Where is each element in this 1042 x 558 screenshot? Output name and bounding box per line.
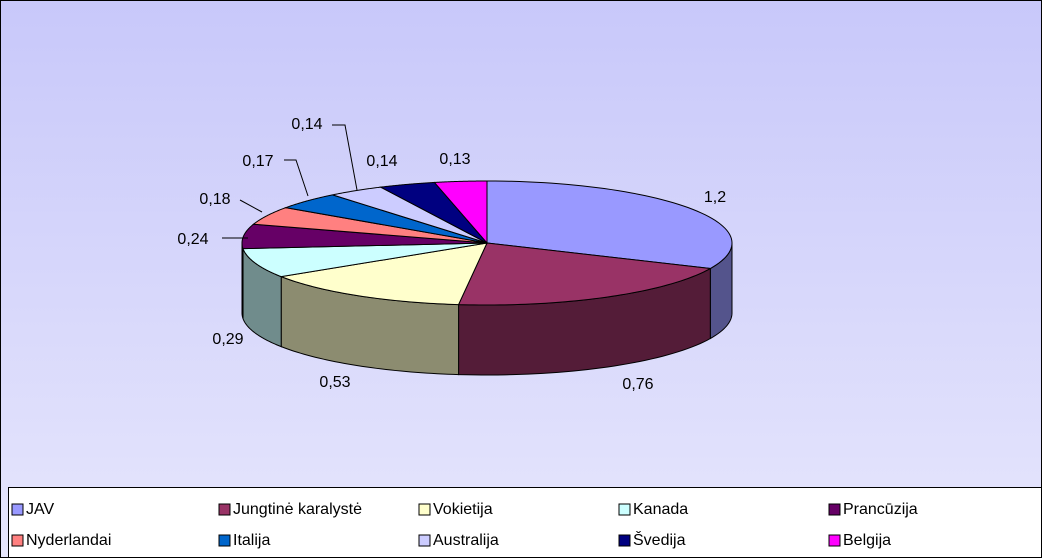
slice	[279, 242, 488, 306]
pie	[241, 180, 733, 376]
legend-swatch	[218, 503, 231, 516]
data-label: 0,18	[199, 191, 230, 208]
legend-swatch	[418, 534, 431, 547]
legend-swatch	[828, 503, 841, 516]
legend-label: Jungtinė karalystė	[233, 501, 362, 518]
legend-swatch	[418, 503, 431, 516]
slice	[283, 194, 488, 244]
data-label: 0,24	[177, 231, 208, 248]
leader-line	[239, 199, 263, 213]
legend-label: Australija	[433, 532, 499, 549]
slice	[252, 207, 488, 244]
legend-label: Vokietija	[433, 501, 493, 518]
legend-swatch	[11, 534, 24, 547]
legend-label: Italija	[233, 532, 270, 549]
legend-label: Belgija	[843, 532, 891, 549]
legend-swatch	[828, 534, 841, 547]
legend-label: Prancūzija	[843, 501, 918, 518]
data-label: 0,76	[622, 376, 653, 393]
data-label: 0,53	[319, 374, 350, 391]
data-label: 0,13	[439, 151, 470, 168]
leader-line	[332, 124, 358, 191]
legend-box	[8, 487, 1042, 558]
data-label: 1,2	[704, 189, 726, 206]
legend-swatch	[618, 503, 631, 516]
legend-label: Švedija	[633, 530, 686, 549]
slice	[486, 180, 733, 270]
slice-side	[241, 242, 244, 319]
legend-swatch	[218, 534, 231, 547]
legend-label: Nyderlandai	[26, 532, 111, 549]
data-label: 0,17	[242, 153, 273, 170]
slice	[242, 242, 488, 278]
slice	[457, 242, 712, 306]
data-label: 0,29	[212, 331, 243, 348]
slice	[379, 181, 488, 244]
data-label: 0,14	[291, 116, 322, 133]
legend-swatch	[11, 503, 24, 516]
slice	[433, 180, 488, 245]
slice	[241, 223, 488, 250]
slice	[332, 186, 488, 244]
legend-label: JAV	[26, 501, 54, 518]
legend-label: Kanada	[633, 501, 688, 518]
data-label: 0,14	[366, 153, 397, 170]
leader-line	[284, 159, 309, 197]
legend-swatch	[618, 534, 631, 547]
